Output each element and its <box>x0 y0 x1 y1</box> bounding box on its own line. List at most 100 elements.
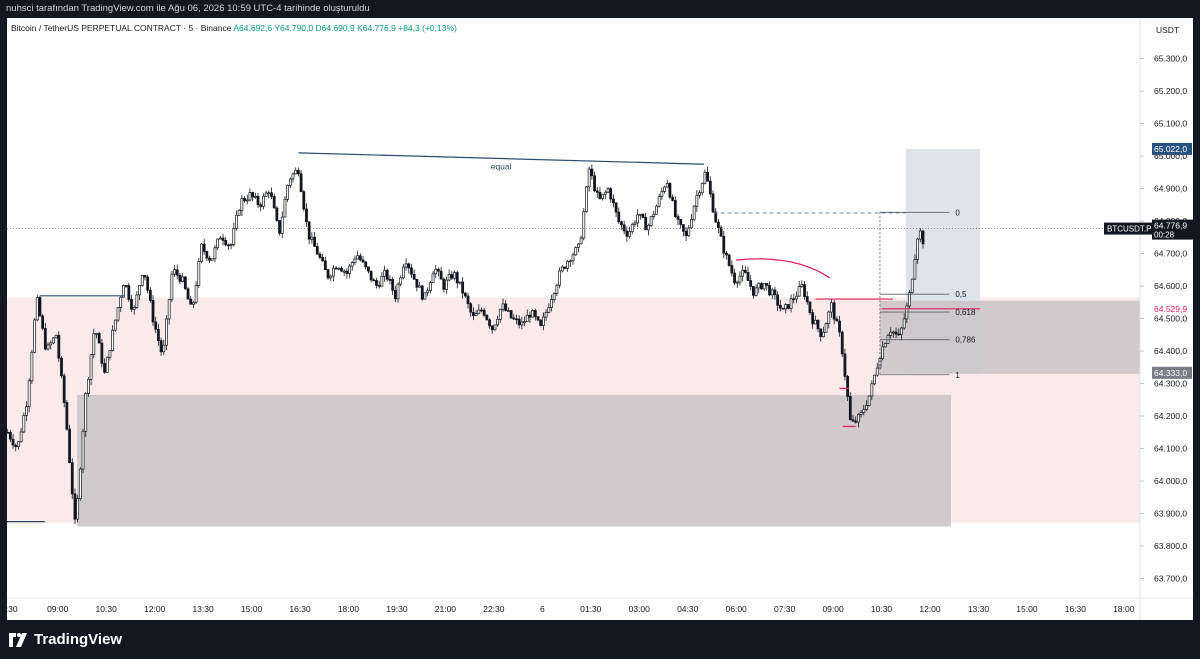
candle-body <box>431 273 435 284</box>
candle-body <box>132 307 136 310</box>
time-tick-label: 18:00 <box>1113 604 1135 614</box>
candle-body <box>824 323 828 333</box>
candle-body <box>148 289 152 301</box>
candle-body <box>498 308 502 320</box>
candle-body <box>504 303 508 311</box>
candle-body <box>517 318 521 326</box>
candle-body <box>660 191 664 197</box>
time-tick-label: 07:30 <box>774 604 796 614</box>
candle-body <box>673 200 677 217</box>
candle-body <box>652 213 656 217</box>
candle-body <box>865 405 868 411</box>
candle-body <box>547 307 551 313</box>
candle-body <box>558 270 561 286</box>
time-tick-label: 06:00 <box>726 604 748 614</box>
axes-layer: USDT 65.300,0 65.200,0 65.100,0 65.000,0 64.9… <box>7 18 1193 620</box>
candle-body <box>334 267 338 270</box>
candle-body <box>501 303 505 310</box>
price-tick-label: 64.300,0 <box>1154 379 1187 389</box>
candle-body <box>786 304 790 309</box>
candle-body <box>579 237 583 245</box>
snapshot-text: nuhsci tarafından TradingView.com ile Ağ… <box>6 3 370 14</box>
candle-body <box>342 270 346 273</box>
candle-body <box>490 325 494 331</box>
candle-body <box>19 431 23 443</box>
candle-body <box>65 402 69 430</box>
candle-body <box>708 180 712 195</box>
candle-body <box>757 283 761 289</box>
candle-body <box>418 285 421 288</box>
candle-body <box>108 350 112 358</box>
candle-body <box>22 415 26 433</box>
candle-body <box>259 204 263 207</box>
candle-body <box>321 257 325 262</box>
candle-body <box>280 216 284 234</box>
candle-body <box>402 266 405 279</box>
candle-body <box>762 283 766 290</box>
candle-body <box>240 198 244 211</box>
candle-body <box>340 267 343 272</box>
candle-body <box>741 269 745 277</box>
price-chart[interactable]: equal 0 0,5 0,618 0,786 1 USDT 65.300,0 65.200,… <box>7 18 1193 620</box>
candle-body <box>305 208 308 223</box>
candle-body <box>272 196 276 209</box>
candle-body <box>345 270 349 274</box>
time-tick-label: 12:00 <box>919 604 941 614</box>
time-tick-label: 15:00 <box>241 604 263 614</box>
candle-body <box>482 309 486 316</box>
candle-body <box>439 270 443 280</box>
candle-body <box>210 258 214 261</box>
candle-body <box>574 247 578 256</box>
time-tick-label: 01:30 <box>580 604 602 614</box>
candle-body <box>297 169 300 174</box>
candle-body <box>377 285 381 287</box>
price-tick-label: 64.200,0 <box>1154 411 1187 421</box>
candle-body <box>891 331 895 334</box>
candle-body <box>625 230 629 237</box>
candle-body <box>159 340 163 353</box>
candle-body <box>173 269 176 275</box>
tradingview-logo[interactable]: TradingView <box>8 631 122 648</box>
price-tick-label: 64.000,0 <box>1154 476 1187 486</box>
candle-body <box>299 173 303 193</box>
candle-body <box>612 198 615 204</box>
candle-body <box>598 191 602 199</box>
candle-body <box>910 278 914 294</box>
candle-body <box>687 227 691 237</box>
candle-body <box>609 188 613 200</box>
candle-body <box>70 462 74 495</box>
candle-body <box>124 285 128 287</box>
candle-body <box>647 224 650 231</box>
candle-body <box>326 269 330 279</box>
candle-body <box>848 396 852 420</box>
candle-body <box>622 224 626 232</box>
candle-body <box>412 274 416 280</box>
candle-body <box>375 280 378 286</box>
symbol-badge-bg <box>1104 222 1152 235</box>
candle-body <box>840 331 844 355</box>
candle-body <box>313 236 316 247</box>
candle-body <box>138 285 141 296</box>
candle-body <box>472 311 475 317</box>
target-price-badge: 65.022,0 <box>1154 144 1187 154</box>
candle-body <box>278 220 281 234</box>
candle-body <box>62 375 66 403</box>
candle-body <box>725 252 728 256</box>
candle-body <box>245 199 249 202</box>
candle-body <box>773 289 777 296</box>
candle-body <box>453 272 456 279</box>
candle-body <box>496 319 500 326</box>
chart-area[interactable]: equal 0 0,5 0,618 0,786 1 USDT 65.300,0 65.200,… <box>7 18 1193 620</box>
candle-body <box>900 327 903 335</box>
candle-body <box>897 333 901 336</box>
price-tick-label: 64.600,0 <box>1154 281 1187 291</box>
candle-body <box>671 196 675 201</box>
candle-body <box>291 173 295 180</box>
candle-body <box>73 493 77 520</box>
candle-body <box>393 289 397 300</box>
candle-body <box>862 409 866 413</box>
fib-level-label: 0,5 <box>955 290 967 299</box>
candle-body <box>808 301 812 313</box>
price-tick-label: 65.300,0 <box>1154 54 1187 64</box>
candle-body <box>649 216 653 226</box>
